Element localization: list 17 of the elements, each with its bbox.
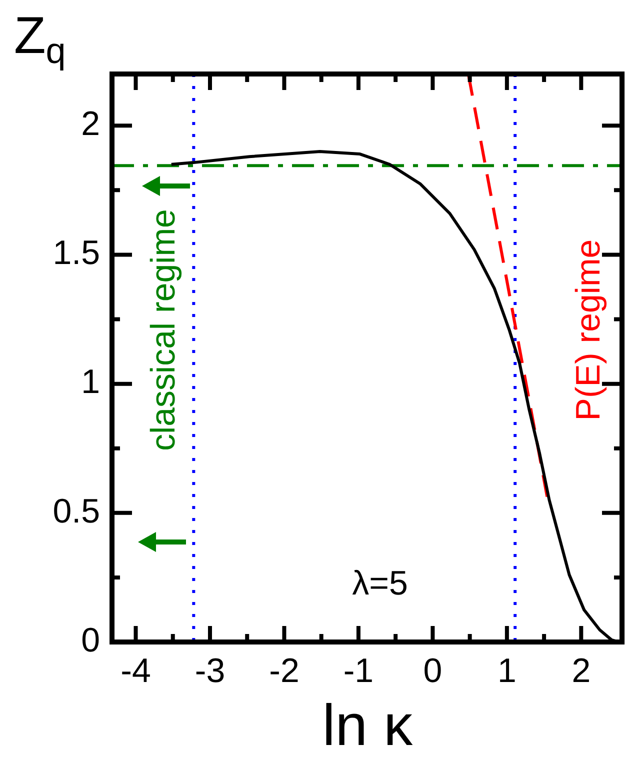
- annotation: classical regime: [144, 209, 182, 451]
- x-axis-title: ln κ: [321, 692, 414, 759]
- x-tick-label: -3: [194, 652, 226, 690]
- y-tick-label: 0: [81, 621, 100, 660]
- x-tick-label: 1: [497, 652, 516, 690]
- y-tick-label: 0.5: [52, 492, 100, 530]
- y-tick-label: 2: [81, 105, 100, 144]
- annotation: λ=5: [352, 564, 408, 602]
- x-tick-label: 2: [572, 652, 591, 690]
- x-tick-label: -1: [343, 652, 374, 690]
- x-tick-label: -4: [120, 652, 151, 690]
- annotation: P(E) regime: [569, 239, 608, 421]
- x-tick-label: 0: [423, 652, 442, 690]
- y-tick-label: 1: [81, 363, 100, 402]
- x-tick-label: -2: [269, 652, 300, 690]
- y-tick-label: 1.5: [52, 234, 100, 272]
- y-axis-title: Z$_{q}$: [14, 6, 66, 72]
